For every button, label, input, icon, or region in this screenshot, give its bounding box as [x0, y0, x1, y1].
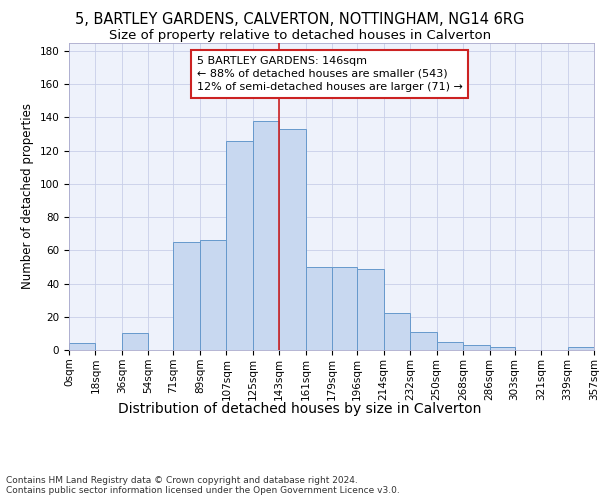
- Bar: [437, 342, 463, 350]
- Bar: [253, 120, 279, 350]
- Text: Contains HM Land Registry data © Crown copyright and database right 2024.
Contai: Contains HM Land Registry data © Crown c…: [6, 476, 400, 495]
- Y-axis label: Number of detached properties: Number of detached properties: [21, 104, 34, 289]
- Bar: [69, 344, 95, 350]
- Text: Size of property relative to detached houses in Calverton: Size of property relative to detached ho…: [109, 29, 491, 42]
- Bar: [332, 267, 357, 350]
- Bar: [490, 346, 515, 350]
- Bar: [226, 140, 253, 350]
- Bar: [306, 267, 332, 350]
- Bar: [568, 346, 594, 350]
- Bar: [410, 332, 437, 350]
- Bar: [463, 345, 490, 350]
- Text: Distribution of detached houses by size in Calverton: Distribution of detached houses by size …: [118, 402, 482, 416]
- Bar: [173, 242, 200, 350]
- Text: 5 BARTLEY GARDENS: 146sqm
← 88% of detached houses are smaller (543)
12% of semi: 5 BARTLEY GARDENS: 146sqm ← 88% of detac…: [197, 56, 463, 92]
- Text: 5, BARTLEY GARDENS, CALVERTON, NOTTINGHAM, NG14 6RG: 5, BARTLEY GARDENS, CALVERTON, NOTTINGHA…: [76, 12, 524, 28]
- Bar: [357, 268, 384, 350]
- Bar: [384, 314, 410, 350]
- Bar: [122, 334, 148, 350]
- Bar: [279, 129, 306, 350]
- Bar: [200, 240, 226, 350]
